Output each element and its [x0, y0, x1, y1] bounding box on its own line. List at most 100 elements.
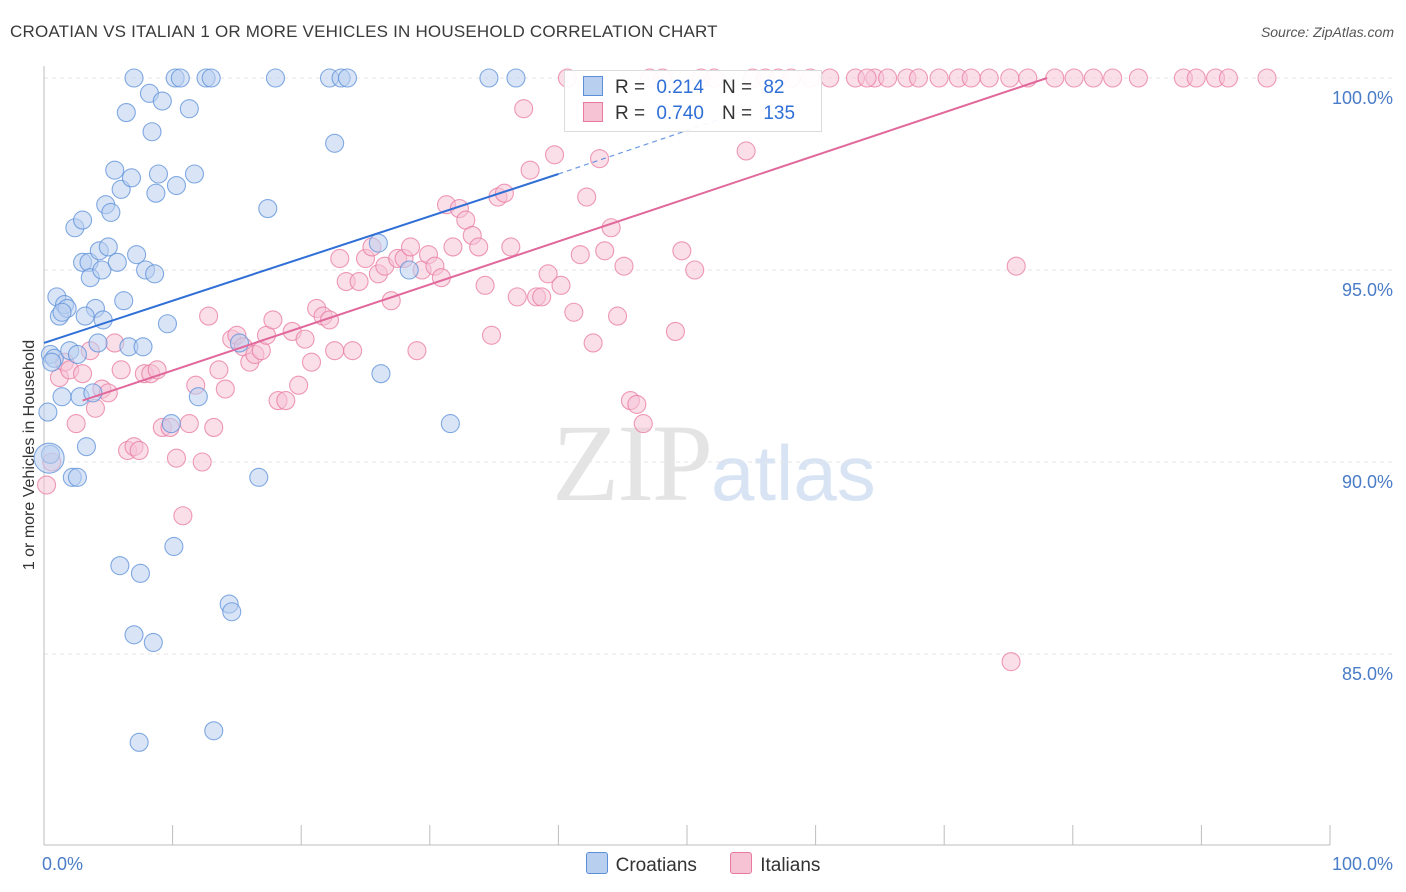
italians-point	[301, 352, 322, 372]
watermark: ZIPatlas	[552, 400, 876, 527]
chart-title: CROATIAN VS ITALIAN 1 OR MORE VEHICLES I…	[10, 22, 718, 41]
tick-labels: 100.0% 95.0% 90.0% 85.0% 0.0% 100.0%	[42, 88, 1393, 874]
croatians-point	[188, 387, 208, 407]
italians-point	[665, 321, 685, 341]
italians-point	[276, 391, 296, 411]
croatians-point	[179, 99, 199, 119]
italians-point	[685, 260, 705, 280]
italians-point	[209, 360, 229, 380]
italians-point	[614, 256, 634, 276]
italians-point	[514, 99, 534, 119]
italians-point	[1001, 652, 1021, 672]
italians-point	[349, 271, 369, 292]
italians-legend-swatch	[730, 852, 753, 874]
italians-point	[199, 306, 219, 326]
y-tick-label: 90.0%	[1342, 472, 1393, 492]
croatians-point	[88, 333, 108, 353]
croatians-legend-swatch	[585, 852, 608, 874]
croatians-point	[222, 602, 242, 622]
croatians-point	[258, 199, 278, 219]
legend-item-croatians[interactable]: Croatians	[585, 852, 697, 877]
croatians-trend-extension	[558, 108, 752, 175]
croatians-point	[121, 168, 141, 188]
italians-point	[1218, 68, 1238, 88]
croatians-point	[166, 175, 187, 196]
stats-legend: R = 0.214 N = 82 R = 0.740 N = 135	[564, 70, 822, 132]
italians-point	[37, 475, 57, 495]
croatians-point	[98, 237, 118, 257]
n-value: 82	[763, 77, 785, 98]
italians-point	[627, 394, 647, 414]
italians-point	[929, 68, 949, 88]
croatians-point	[116, 103, 136, 123]
italians-point	[173, 506, 193, 526]
italians-point	[443, 237, 463, 257]
italians-point	[1064, 68, 1084, 88]
croatians-point	[164, 536, 184, 557]
italians-point	[961, 68, 981, 88]
italians-point	[325, 341, 345, 361]
croatians-point	[129, 732, 149, 752]
italians-point	[1103, 68, 1123, 88]
italians-point	[820, 68, 840, 88]
x-tick-label: 0.0%	[42, 854, 83, 874]
croatians-point	[33, 442, 65, 474]
croatians-point	[76, 437, 96, 457]
italians-point	[908, 68, 929, 88]
croatians-point	[440, 414, 460, 434]
italians-point	[319, 310, 340, 330]
croatians-point	[506, 68, 526, 88]
croatians-point	[325, 133, 345, 153]
croatians-point	[157, 314, 178, 334]
legend-croatians-label: Croatians	[615, 855, 697, 876]
italians-point	[330, 248, 350, 269]
croatians-point	[105, 160, 125, 180]
legend-item-italians[interactable]: Italians	[730, 852, 820, 877]
italians-point	[192, 452, 212, 472]
croatians-point	[201, 68, 221, 88]
croatians-point	[67, 467, 87, 487]
croatians-point	[92, 260, 112, 280]
series-croatians	[33, 68, 526, 752]
italians-point	[407, 341, 427, 361]
croatians-point	[114, 291, 134, 311]
n-value: 135	[763, 103, 796, 124]
italians-point	[672, 241, 692, 261]
croatians-point	[75, 306, 95, 326]
watermark-atlas: atlas	[711, 429, 876, 517]
italians-point	[577, 187, 597, 207]
italians-point	[263, 310, 283, 330]
n-label: N =	[721, 77, 753, 98]
italians-point	[878, 68, 898, 88]
croatians-point	[143, 632, 163, 653]
italians-point	[343, 341, 363, 361]
italians-swatch	[583, 102, 603, 122]
source-label: Source: ZipAtlas.com	[1260, 24, 1394, 40]
croatians-point	[337, 68, 358, 88]
italians-point	[608, 306, 628, 326]
r-value: 0.740	[656, 103, 704, 124]
italians-point	[289, 375, 309, 395]
italians-point	[469, 237, 489, 257]
y-tick-label: 85.0%	[1342, 664, 1393, 684]
croatians-point	[52, 302, 72, 322]
croatians-point	[130, 563, 150, 583]
croatians-point	[145, 264, 165, 284]
croatians-point	[101, 202, 121, 222]
italians-point	[551, 275, 571, 295]
italians-point	[494, 183, 514, 203]
croatians-point	[127, 245, 147, 265]
croatians-swatch	[583, 76, 603, 96]
croatians-point	[161, 414, 181, 434]
croatians-point	[73, 210, 93, 230]
croatians-point	[52, 387, 72, 407]
croatians-point	[371, 364, 391, 384]
axes	[43, 66, 1331, 846]
italians-point	[295, 329, 315, 349]
italians-point	[507, 287, 527, 307]
croatians-point	[83, 383, 103, 403]
legend-row-croatians: R = 0.214 N = 82	[583, 76, 784, 102]
italians-point	[475, 275, 495, 295]
croatians-point	[110, 556, 130, 576]
italians-point	[481, 325, 502, 345]
